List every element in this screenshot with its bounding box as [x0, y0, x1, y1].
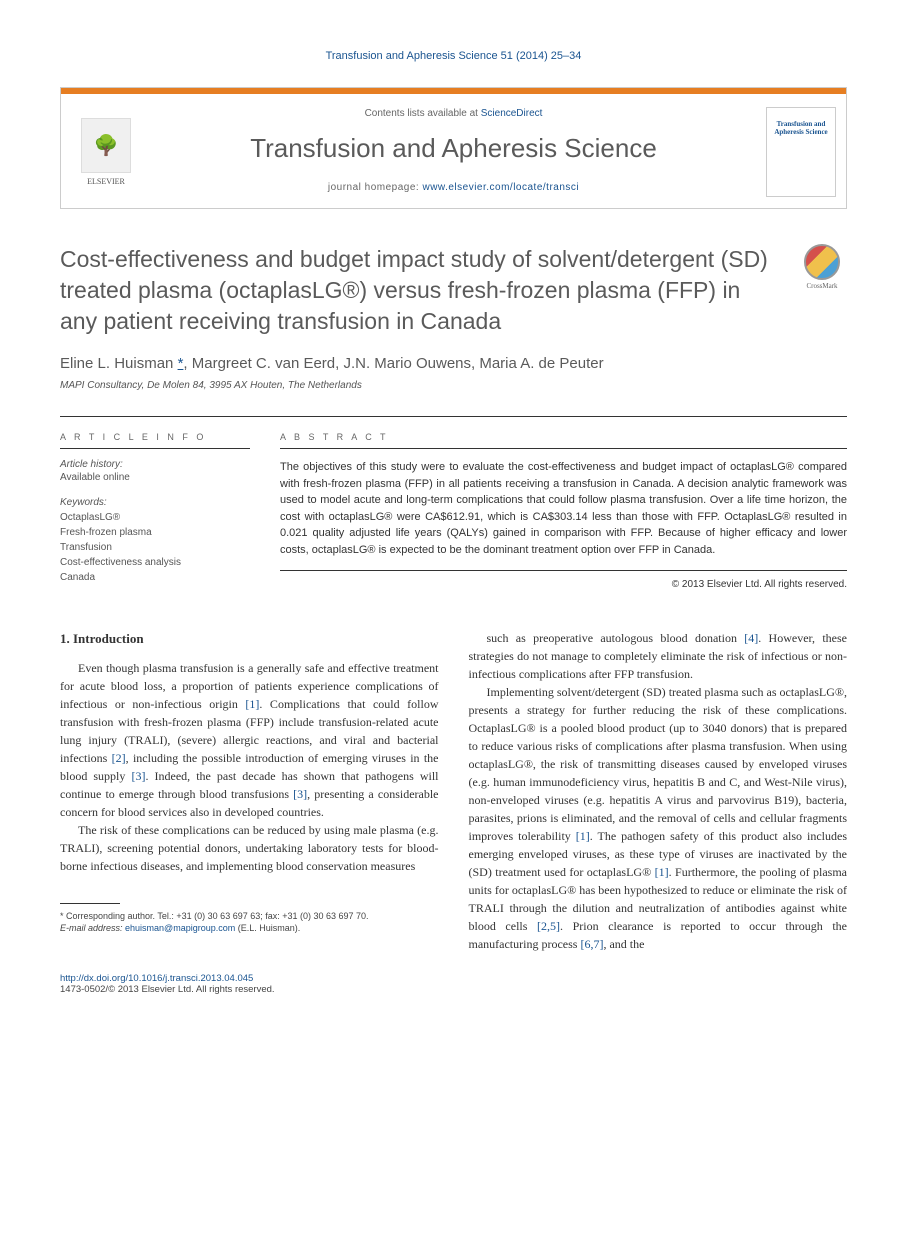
author-email-link[interactable]: ehuisman@mapigroup.com	[125, 923, 235, 933]
keywords-block: Keywords: OctaplasLG® Fresh-frozen plasm…	[60, 497, 250, 585]
crossmark-label: CrossMark	[806, 282, 837, 290]
journal-citation: Transfusion and Apheresis Science 51 (20…	[60, 50, 847, 62]
body-columns: 1. Introduction Even though plasma trans…	[60, 629, 847, 953]
corresponding-marker[interactable]: *	[178, 355, 184, 372]
cover-title: Transfusion and Apheresis Science	[771, 120, 831, 137]
journal-header-box: 🌳 ELSEVIER Contents lists available at S…	[60, 87, 847, 209]
crossmark-badge[interactable]: CrossMark	[797, 244, 847, 294]
keyword: Canada	[60, 570, 250, 585]
article-info-heading: A R T I C L E I N F O	[60, 432, 250, 449]
footnote-email-line: E-mail address: ehuisman@mapigroup.com (…	[60, 922, 439, 935]
abstract-heading: A B S T R A C T	[280, 432, 847, 449]
issn-copyright-line: 1473-0502/© 2013 Elsevier Ltd. All right…	[60, 984, 847, 995]
keyword: OctaplasLG®	[60, 510, 250, 525]
cover-image: Transfusion and Apheresis Science	[766, 107, 836, 197]
corresponding-author-footnote: * Corresponding author. Tel.: +31 (0) 30…	[60, 910, 439, 935]
body-paragraph: The risk of these complications can be r…	[60, 821, 439, 875]
info-abstract-row: A R T I C L E I N F O Article history: A…	[60, 416, 847, 599]
affiliation: MAPI Consultancy, De Molen 84, 3995 AX H…	[60, 380, 847, 391]
publisher-name: ELSEVIER	[87, 177, 125, 186]
keywords-label: Keywords:	[60, 497, 250, 508]
title-row: Cost-effectiveness and budget impact stu…	[60, 244, 847, 337]
journal-name: Transfusion and Apheresis Science	[161, 133, 746, 164]
contents-prefix: Contents lists available at	[365, 108, 481, 119]
homepage-link[interactable]: www.elsevier.com/locate/transci	[422, 182, 579, 193]
keyword: Transfusion	[60, 540, 250, 555]
section-heading: 1. Introduction	[60, 629, 439, 649]
page-footer: http://dx.doi.org/10.1016/j.transci.2013…	[60, 973, 847, 995]
abstract-text: The objectives of this study were to eva…	[280, 459, 847, 571]
article-page: Transfusion and Apheresis Science 51 (20…	[0, 0, 907, 1035]
header-accent-bar	[61, 88, 846, 94]
body-paragraph: such as preoperative autologous blood do…	[469, 629, 848, 683]
body-paragraph: Implementing solvent/detergent (SD) trea…	[469, 683, 848, 953]
journal-homepage-line: journal homepage: www.elsevier.com/locat…	[161, 182, 746, 193]
keywords-list: OctaplasLG® Fresh-frozen plasma Transfus…	[60, 510, 250, 585]
history-value: Available online	[60, 472, 250, 483]
elsevier-tree-icon: 🌳	[81, 118, 131, 173]
abstract-column: A B S T R A C T The objectives of this s…	[280, 432, 847, 599]
keyword: Fresh-frozen plasma	[60, 525, 250, 540]
email-label: E-mail address:	[60, 923, 125, 933]
journal-cover-thumbnail: Transfusion and Apheresis Science	[756, 88, 846, 208]
email-suffix: (E.L. Huisman).	[235, 923, 300, 933]
homepage-prefix: journal homepage:	[328, 182, 423, 193]
header-center: Contents lists available at ScienceDirec…	[151, 88, 756, 208]
contents-available-line: Contents lists available at ScienceDirec…	[161, 108, 746, 119]
authors-text: Eline L. Huisman *, Margreet C. van Eerd…	[60, 355, 604, 372]
article-history-block: Article history: Available online	[60, 459, 250, 483]
history-label: Article history:	[60, 459, 250, 470]
footnote-separator	[60, 903, 120, 904]
publisher-logo: 🌳 ELSEVIER	[61, 88, 151, 208]
article-title: Cost-effectiveness and budget impact stu…	[60, 244, 777, 337]
crossmark-icon	[804, 244, 840, 280]
body-column-left: 1. Introduction Even though plasma trans…	[60, 629, 439, 953]
doi-link[interactable]: http://dx.doi.org/10.1016/j.transci.2013…	[60, 973, 253, 984]
body-paragraph: Even though plasma transfusion is a gene…	[60, 659, 439, 821]
authors-list: Eline L. Huisman *, Margreet C. van Eerd…	[60, 355, 847, 372]
article-info-column: A R T I C L E I N F O Article history: A…	[60, 432, 250, 599]
body-column-right: such as preoperative autologous blood do…	[469, 629, 848, 953]
sciencedirect-link[interactable]: ScienceDirect	[481, 108, 543, 119]
abstract-copyright: © 2013 Elsevier Ltd. All rights reserved…	[280, 579, 847, 590]
footnote-corr: * Corresponding author. Tel.: +31 (0) 30…	[60, 910, 439, 923]
keyword: Cost-effectiveness analysis	[60, 555, 250, 570]
